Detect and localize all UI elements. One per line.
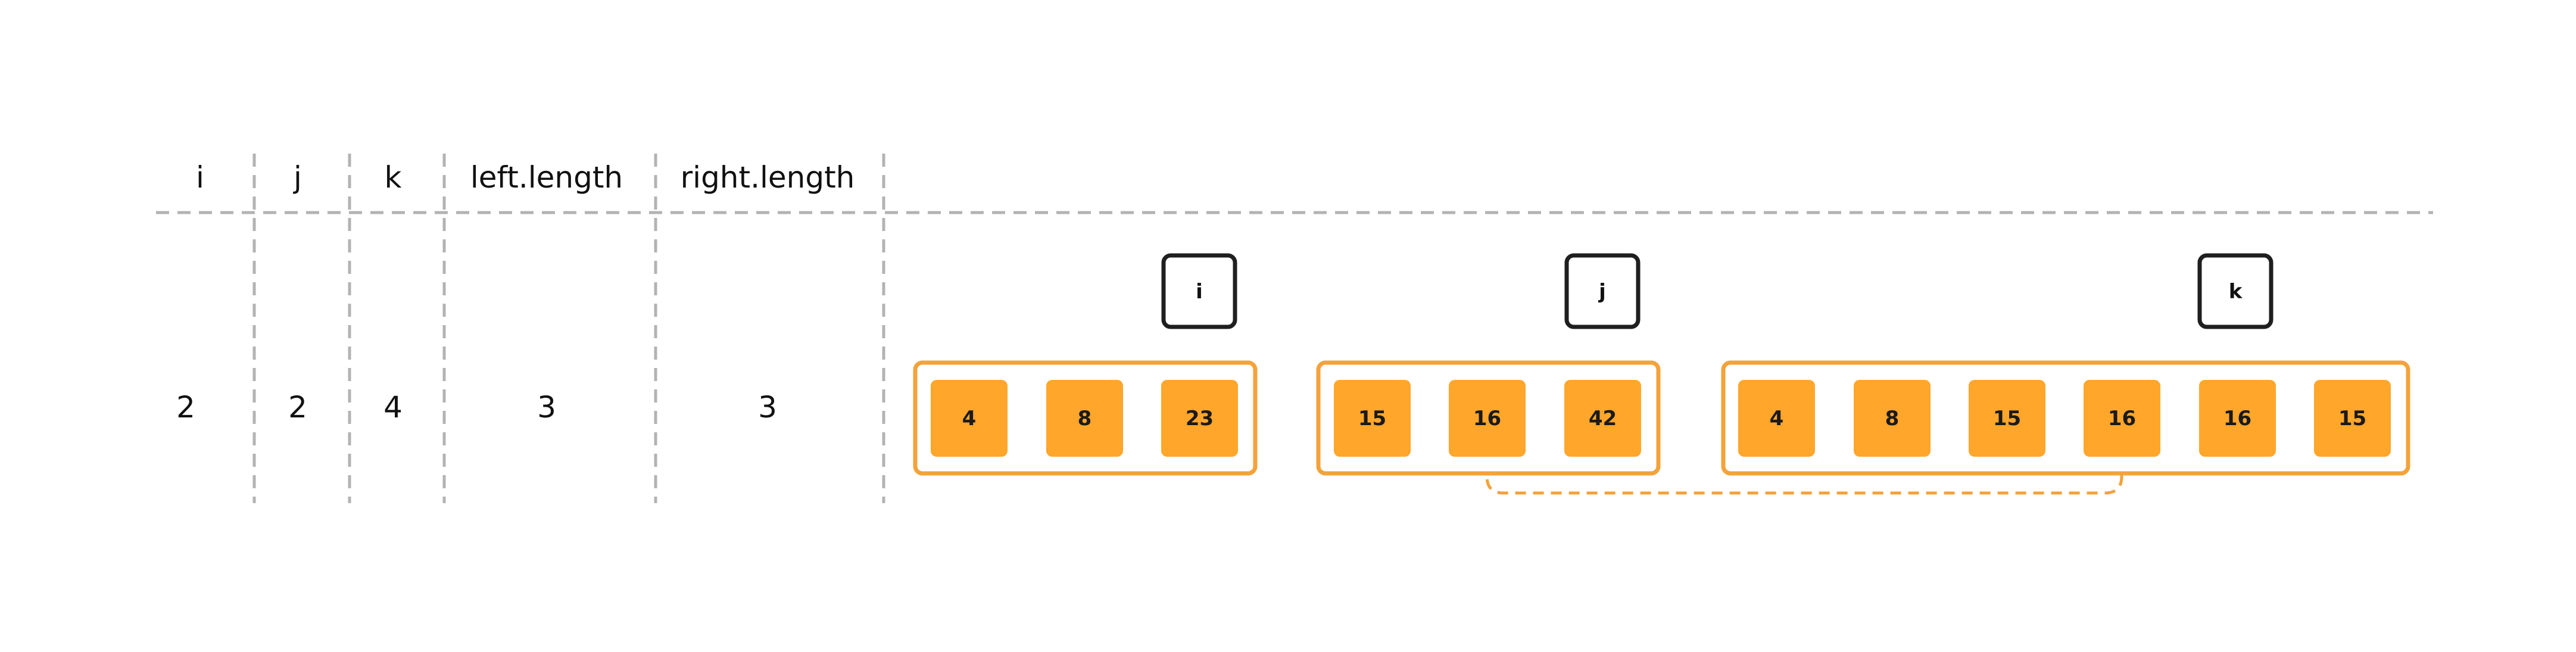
pointer-i-label: i <box>1196 280 1203 304</box>
merged-cell-value: 15 <box>1993 407 2021 430</box>
header-left-length: left.length <box>470 160 623 195</box>
merged-cell-box <box>2084 380 2160 457</box>
merged-cell-box <box>2199 380 2276 457</box>
pointer-j-label: j <box>1598 280 1606 304</box>
right-array-cell: 42 <box>1564 380 1641 457</box>
merged-cell-box <box>2314 380 2391 457</box>
value-j: 2 <box>288 390 307 425</box>
left-cell-box <box>931 380 1008 457</box>
right-cell-value: 42 <box>1589 407 1617 430</box>
merged-cell-box <box>1854 380 1931 457</box>
left-array-cell: 8 <box>1046 380 1123 457</box>
header-k: k <box>385 160 402 195</box>
copy-connector <box>1485 461 2123 495</box>
merged-cell-box <box>1738 380 1815 457</box>
left-cell-box <box>1046 380 1123 457</box>
header-right-length: right.length <box>681 160 855 195</box>
pointer-k-box <box>2197 253 2274 329</box>
pointer-k-label: k <box>2229 280 2243 304</box>
merged-array-cell: 16 <box>2084 380 2160 457</box>
header-i: i <box>196 160 204 195</box>
merged-cell-value: 16 <box>2108 407 2136 430</box>
pointer-i: i <box>1161 253 1237 329</box>
left-array: 4 8 23 <box>913 360 1258 476</box>
right-cell-box <box>1449 380 1526 457</box>
merged-array-cell: 15 <box>1969 380 2045 457</box>
value-k: 4 <box>383 390 403 425</box>
merged-cell-box <box>1969 380 2045 457</box>
pointer-i-box <box>1161 253 1237 329</box>
right-array-cell: 16 <box>1449 380 1526 457</box>
value-left-length: 3 <box>537 390 556 425</box>
pointer-k: k <box>2197 253 2274 329</box>
merged-array-cell: 15 <box>2314 380 2391 457</box>
left-cell-value: 23 <box>1186 407 1214 430</box>
merged-cell-value: 4 <box>1770 407 1784 430</box>
right-cell-box <box>1334 380 1411 457</box>
merged-array-frame <box>1721 360 2410 476</box>
right-cell-value: 16 <box>1473 407 1501 430</box>
value-i: 2 <box>176 390 195 425</box>
left-cell-box <box>1161 380 1238 457</box>
right-array: 15 16 42 <box>1316 360 1661 476</box>
right-cell-box <box>1564 380 1641 457</box>
left-cell-value: 8 <box>1078 407 1092 430</box>
merged-array-cell: 4 <box>1738 380 1815 457</box>
right-cell-value: 15 <box>1358 407 1386 430</box>
left-array-cell: 23 <box>1161 380 1238 457</box>
merged-cell-value: 16 <box>2223 407 2251 430</box>
merged-cell-value: 15 <box>2338 407 2366 430</box>
merged-array-cell: 8 <box>1854 380 1931 457</box>
left-cell-value: 4 <box>962 407 977 430</box>
merged-cell-value: 8 <box>1885 407 1900 430</box>
header-j: j <box>293 160 302 195</box>
pointer-j: j <box>1564 253 1641 329</box>
merged-array: 4 8 15 16 16 15 <box>1721 360 2410 476</box>
value-right-length: 3 <box>758 390 777 425</box>
merged-array-cell: 16 <box>2199 380 2276 457</box>
left-array-cell: 4 <box>931 380 1008 457</box>
pointer-j-box <box>1564 253 1641 329</box>
right-array-cell: 15 <box>1334 380 1411 457</box>
